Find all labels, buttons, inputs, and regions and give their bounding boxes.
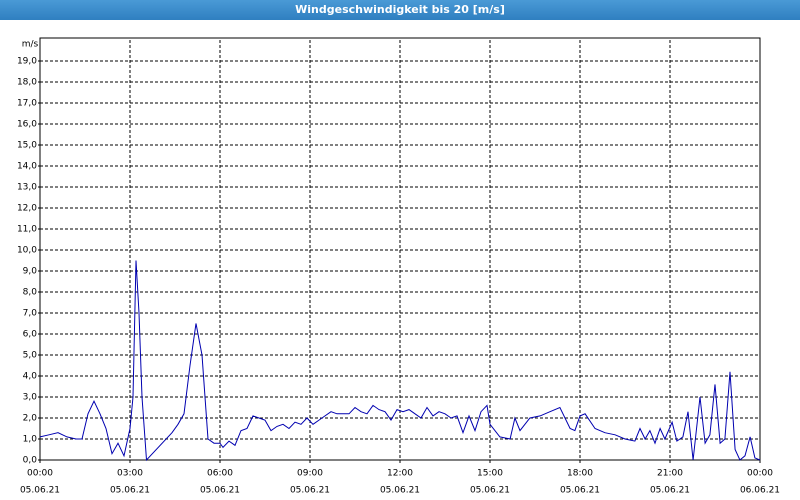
y-axis-label: m/s (22, 40, 39, 50)
y-tick-label: 2,0 (23, 414, 38, 424)
y-tick-label: 13,0 (17, 183, 37, 193)
plot-area (39, 37, 761, 461)
y-tick-label: 4,0 (23, 372, 38, 382)
x-tick-date: 05.06.21 (200, 486, 240, 496)
x-tick-label: 09:00 (297, 469, 323, 479)
x-tick-label: 03:00 (117, 469, 143, 479)
x-tick-date: 05.06.21 (470, 486, 510, 496)
y-tick-label: 12,0 (17, 204, 37, 214)
y-tick-label: 17,0 (17, 99, 37, 109)
chart-title: Windgeschwindigkeit bis 20 [m/s] (295, 3, 505, 16)
x-tick-date: 05.06.21 (560, 486, 600, 496)
y-tick-label: 11,0 (17, 225, 37, 235)
x-tick-date: 06.06.21 (740, 486, 780, 496)
x-tick-label: 00:00 (27, 469, 53, 479)
y-tick-label: 10,0 (17, 246, 37, 256)
y-tick-label: 1,0 (23, 435, 38, 445)
title-bar: Windgeschwindigkeit bis 20 [m/s] (0, 0, 800, 20)
x-tick-date: 05.06.21 (380, 486, 420, 496)
y-tick-label: 15,0 (17, 141, 37, 151)
x-tick-date: 05.06.21 (110, 486, 150, 496)
y-tick-label: 14,0 (17, 162, 37, 172)
y-tick-label: 0,0 (23, 456, 38, 466)
x-tick-date: 05.06.21 (20, 486, 60, 496)
y-tick-label: 18,0 (17, 78, 37, 88)
y-tick-label: 19,0 (17, 57, 37, 67)
y-tick-label: 5,0 (23, 351, 38, 361)
x-tick-label: 00:00 (747, 469, 773, 479)
x-tick-date: 05.06.21 (650, 486, 690, 496)
y-tick-label: 7,0 (23, 309, 38, 319)
x-tick-label: 12:00 (387, 469, 413, 479)
y-tick-label: 9,0 (23, 267, 38, 277)
x-tick-label: 06:00 (207, 469, 233, 479)
x-tick-label: 18:00 (567, 469, 593, 479)
y-tick-label: 16,0 (17, 120, 37, 130)
x-tick-label: 15:00 (477, 469, 503, 479)
x-tick-label: 21:00 (657, 469, 683, 479)
x-tick-date: 05.06.21 (290, 486, 330, 496)
data-line (39, 260, 761, 462)
y-tick-label: 8,0 (23, 288, 38, 298)
y-tick-label: 6,0 (23, 330, 38, 340)
y-tick-label: 3,0 (23, 393, 38, 403)
